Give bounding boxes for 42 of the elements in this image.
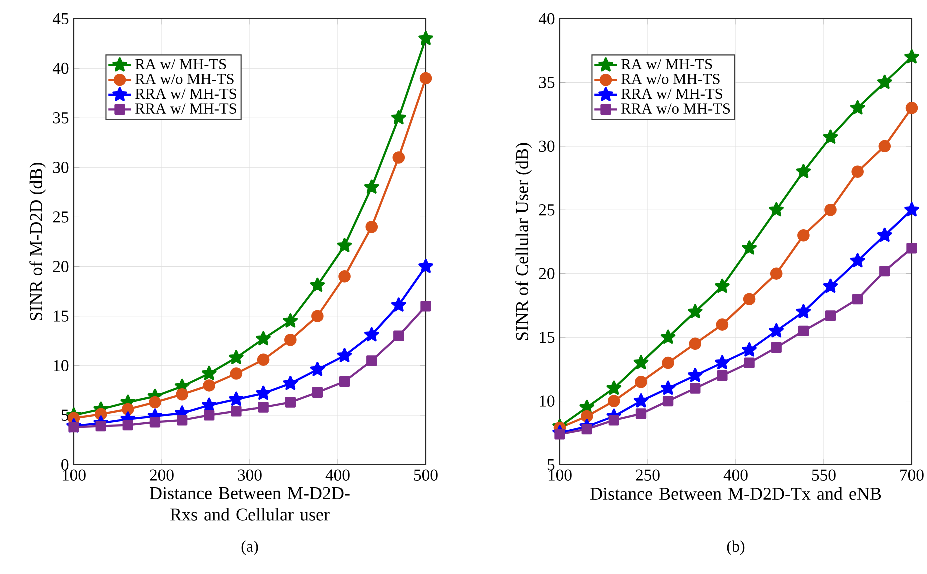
text: (b) (727, 540, 745, 556)
y-tick-label: 25 (539, 204, 555, 216)
x-tick-label: 500 (414, 470, 438, 481)
x-tick-label: 100 (548, 470, 572, 481)
legend-label: RA w/o MH-TS (622, 74, 720, 84)
x-axis-title: Distance Between M-D2D-Rxs and Cellular user (150, 487, 350, 521)
y-tick-label: 5 (548, 459, 555, 471)
legend-label: RA w/ MH-TS (136, 59, 226, 70)
y-tick-label: 30 (539, 140, 555, 152)
y-tick-label: 25 (53, 212, 69, 223)
x-tick-label: 400 (326, 470, 350, 481)
y-tick-label: 10 (54, 360, 69, 372)
y-axis-title: SINR of M-D2D (dB) (30, 163, 46, 321)
legend-label: RA w/ MH-TS (622, 59, 712, 70)
legend-label: RRA w/o MH-TS (622, 104, 730, 114)
x-axis-title: Distance Between M-D2D-Tx and eNB (590, 487, 882, 500)
y-tick-label: 40 (538, 13, 555, 25)
x-tick-label: 100 (62, 470, 86, 481)
y-tick-label: 45 (52, 13, 69, 25)
y-tick-label: 15 (54, 310, 69, 322)
y-tick-label: 5 (62, 410, 69, 421)
x-tick-label: 400 (724, 470, 748, 481)
legend-label: RRA w/ MH-TS (622, 88, 722, 100)
legend-label: RRA w/ MH-TS (136, 104, 236, 114)
y-axis-title: SINR of Cellular User (dB) (516, 143, 532, 340)
y-tick-label: 30 (53, 162, 69, 174)
x-tick-label: 250 (636, 470, 660, 481)
legend-label: RRA w/ MH-TS (136, 88, 236, 100)
y-tick-label: 15 (540, 332, 555, 344)
legend-label: RA w/o MH-TS (136, 74, 234, 84)
x-tick-label: 700 (900, 470, 924, 481)
y-tick-label: 20 (539, 268, 555, 280)
y-tick-label: 40 (52, 62, 69, 74)
y-tick-label: 10 (540, 396, 555, 407)
x-tick-label: 550 (812, 470, 836, 481)
text: (a) (242, 540, 258, 556)
y-tick-label: 35 (539, 77, 555, 88)
y-tick-label: 0 (62, 459, 69, 471)
y-tick-label: 20 (53, 261, 69, 272)
x-tick-label: 300 (238, 470, 262, 481)
x-tick-label: 200 (150, 470, 174, 481)
y-tick-label: 35 (53, 112, 69, 124)
